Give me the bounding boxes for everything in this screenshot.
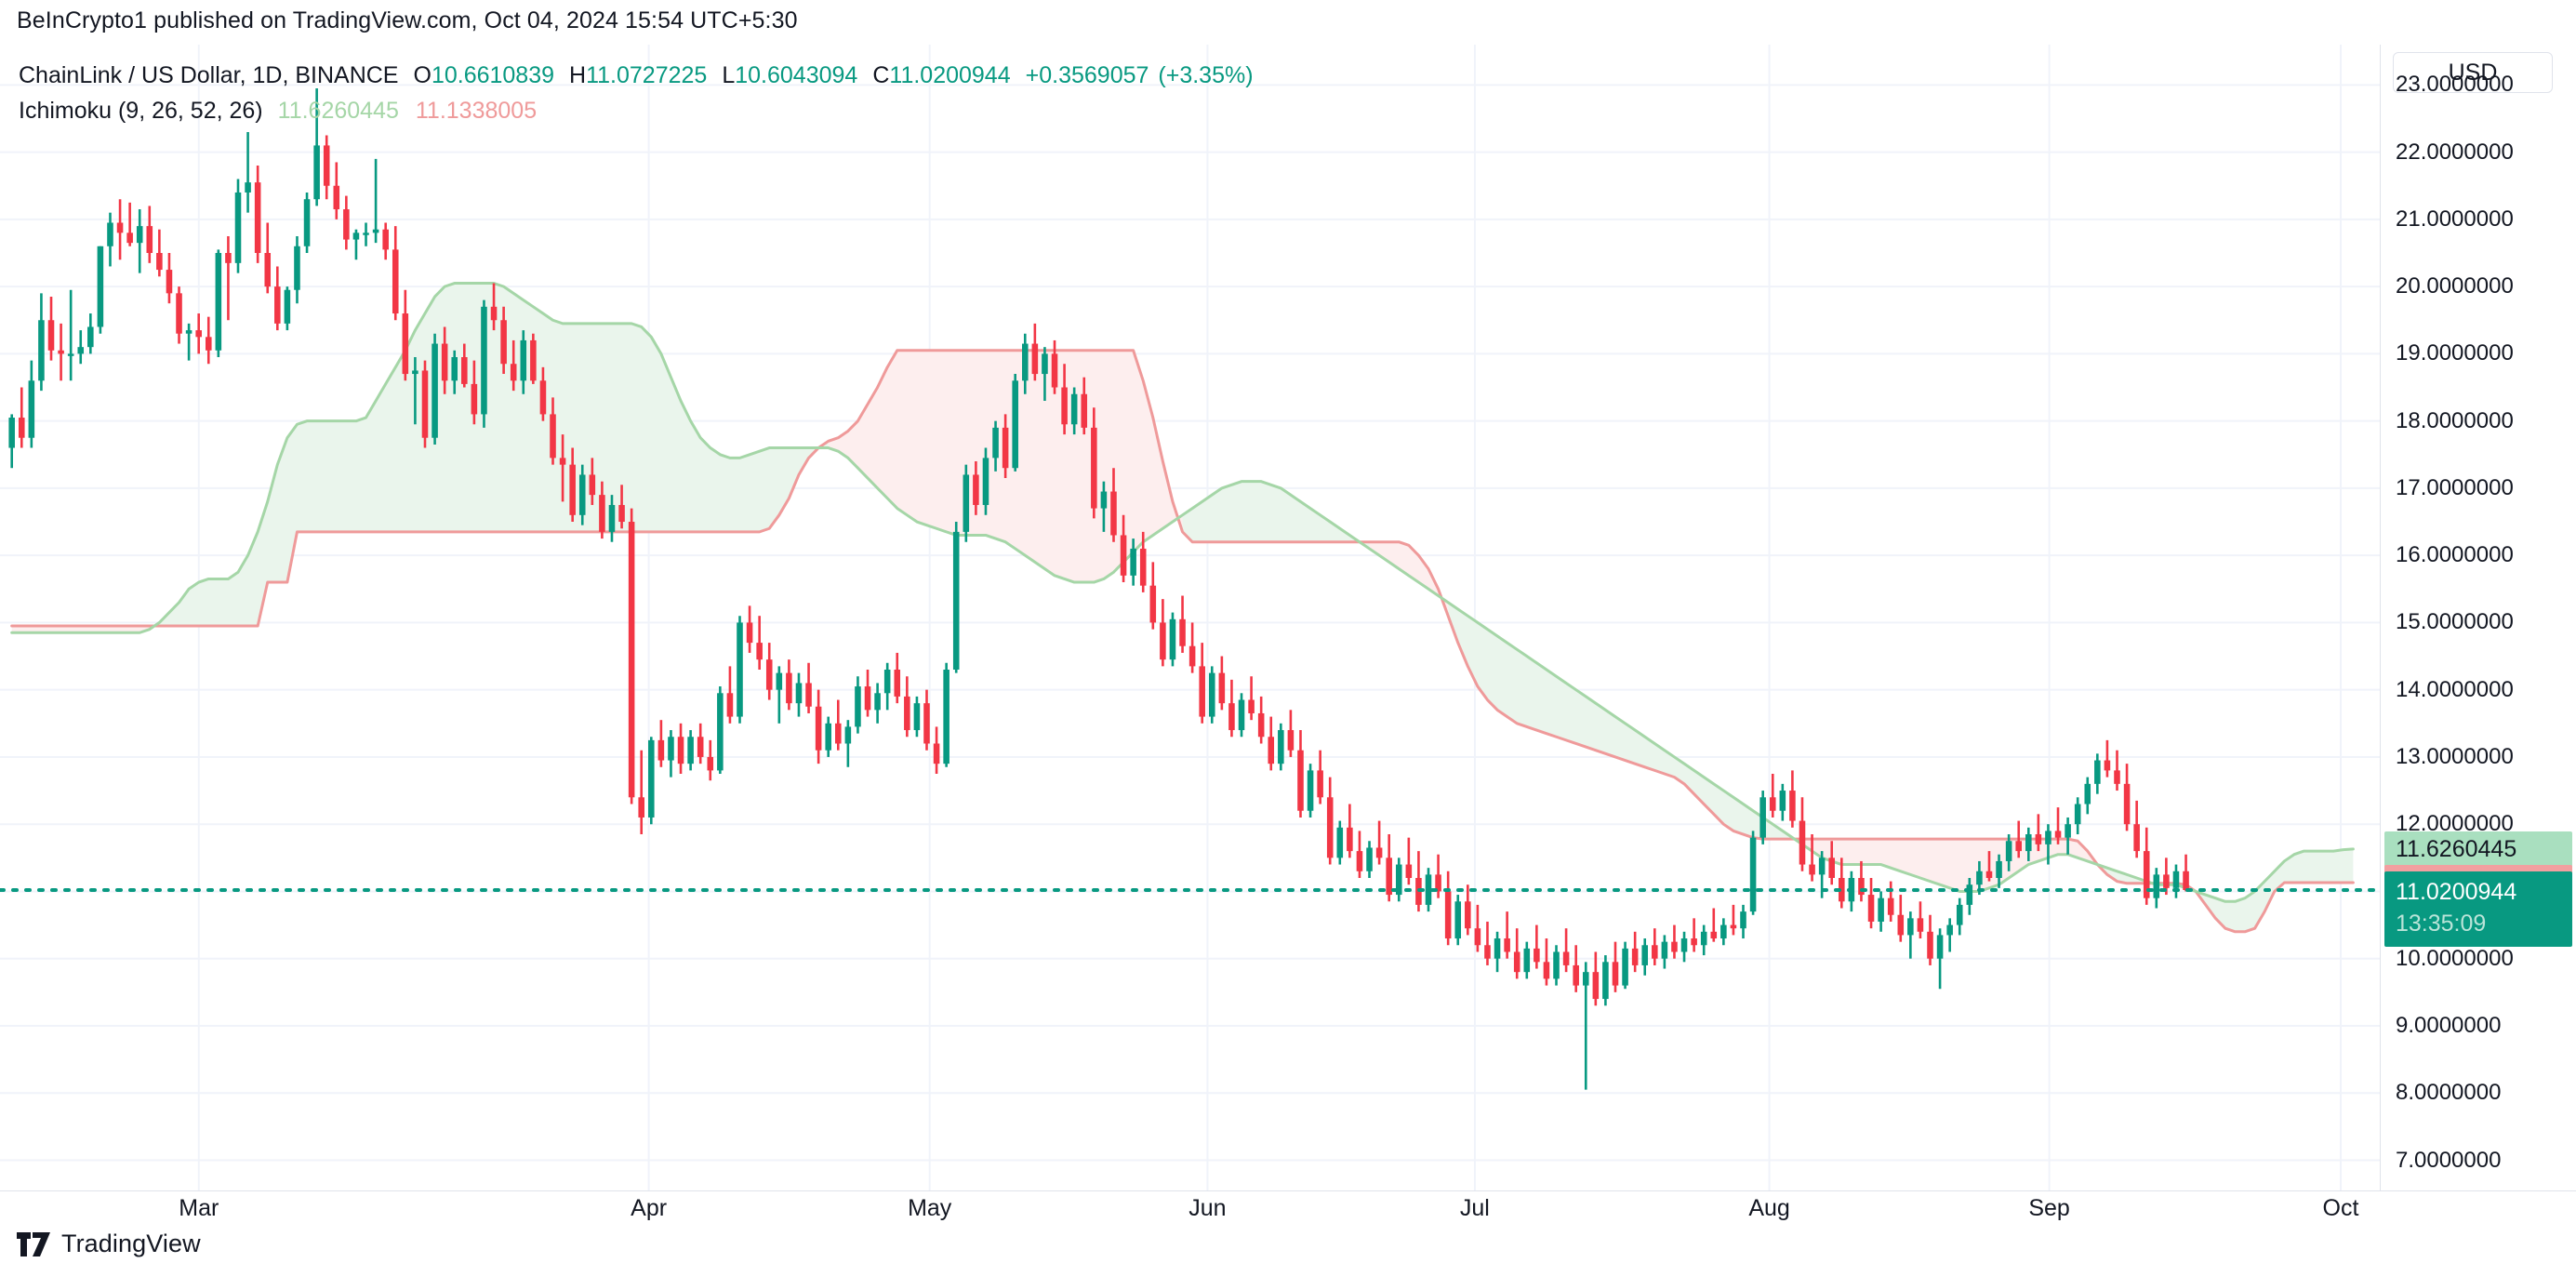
price-tick-label: 10.0000000 — [2396, 945, 2514, 971]
price-tick-label: 19.0000000 — [2396, 340, 2514, 366]
time-tick-label: Mar — [179, 1195, 219, 1221]
time-tick-label: Sep — [2028, 1195, 2070, 1221]
price-tick-label: 18.0000000 — [2396, 407, 2514, 433]
candlestick-chart-svg — [0, 45, 2381, 1190]
last-price-badge: 11.0200944 13:35:09 — [2384, 871, 2572, 947]
price-tick-label: 9.0000000 — [2396, 1013, 2502, 1038]
time-scale[interactable]: MarAprMayJunJulAugSepOctNov — [0, 1190, 2576, 1232]
time-tick-label: Oct — [2322, 1195, 2359, 1221]
leading-span-a-badge: 11.6260445 — [2384, 831, 2572, 869]
last-price-value: 11.0200944 — [2396, 879, 2517, 905]
price-tick-label: 21.0000000 — [2396, 206, 2514, 232]
price-tick-label: 23.0000000 — [2396, 72, 2514, 98]
price-tick-label: 14.0000000 — [2396, 676, 2514, 702]
time-tick-label: Jun — [1188, 1195, 1227, 1221]
time-tick-label: Apr — [631, 1195, 668, 1221]
grid-lines — [0, 45, 2381, 1190]
tradingview-footer: TradingView — [17, 1230, 201, 1258]
price-tick-label: 13.0000000 — [2396, 743, 2514, 769]
price-tick-label: 7.0000000 — [2396, 1147, 2502, 1173]
candles-group — [8, 87, 2189, 1090]
price-tick-label: 20.0000000 — [2396, 273, 2514, 299]
tradingview-logo-icon — [17, 1231, 50, 1256]
tradingview-wordmark: TradingView — [61, 1230, 201, 1257]
price-tick-label: 17.0000000 — [2396, 474, 2514, 500]
time-tick-label: Jul — [1459, 1195, 1490, 1221]
currency-chip[interactable]: USD — [2393, 52, 2553, 93]
price-tick-label: 16.0000000 — [2396, 542, 2514, 568]
chart-pane[interactable]: ChainLink / US Dollar, 1D, BINANCE O10.6… — [0, 45, 2576, 1190]
plot-area[interactable] — [0, 45, 2381, 1190]
bar-countdown: 13:35:09 — [2396, 911, 2487, 937]
time-tick-label: Aug — [1748, 1195, 1790, 1221]
price-tick-label: 15.0000000 — [2396, 609, 2514, 635]
price-scale[interactable]: USD 23.0000000 22.0000000 21.0000000 20.000… — [2380, 45, 2576, 1190]
price-tick-label: 22.0000000 — [2396, 139, 2514, 165]
price-tick-label: 8.0000000 — [2396, 1080, 2502, 1106]
time-tick-label: May — [908, 1195, 952, 1221]
attribution-text: BeInCrypto1 published on TradingView.com… — [17, 7, 798, 33]
